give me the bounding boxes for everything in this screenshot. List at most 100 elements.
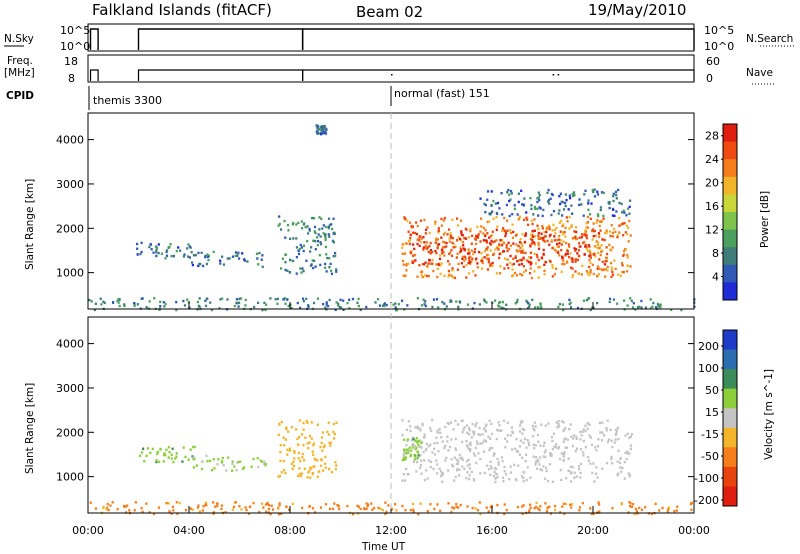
- heat-cell-6: [508, 199, 511, 203]
- heat-cell-7: [533, 306, 537, 309]
- heat-cell-2: [334, 467, 337, 471]
- heat-cell-3: [410, 439, 414, 442]
- heat-cell-5: [224, 511, 227, 514]
- heat-cell-2: [302, 443, 305, 447]
- heat-cell-5: [578, 506, 582, 509]
- heat-cell-1: [234, 251, 238, 254]
- heat-cell-4: [518, 215, 522, 218]
- heat-cell-5: [533, 507, 536, 510]
- heat-cell-7: [416, 297, 419, 300]
- heat-cell-7: [93, 308, 96, 312]
- heat-cell-4: [511, 223, 514, 226]
- heat-cell-4: [405, 242, 408, 245]
- heat-cell-5: [521, 505, 524, 508]
- heat-cell-7: [162, 300, 165, 304]
- heat-cell-4: [446, 259, 450, 263]
- heat-cell-4: [404, 242, 407, 245]
- heat-cell-4: [502, 241, 506, 244]
- heat-cell-5: [201, 509, 205, 512]
- heat-cell-6: [547, 200, 550, 203]
- heat-cell-5: [537, 231, 540, 235]
- heat-cell-3: [466, 464, 470, 467]
- heat-cell-4: [420, 237, 423, 240]
- heat-cell-5: [379, 507, 382, 511]
- heat-cell-6: [533, 205, 537, 209]
- heat-cell-5: [416, 238, 419, 241]
- heat-cell-4: [409, 453, 413, 457]
- heat-cell-4: [588, 273, 591, 277]
- heat-cell-4: [435, 251, 438, 255]
- heat-cell-3: [619, 456, 622, 460]
- heat-cell-5: [542, 252, 545, 256]
- heat-cell-7: [680, 308, 683, 312]
- heat-cell-4: [613, 227, 616, 231]
- heat-cell-7: [443, 302, 446, 305]
- heat-cell-1: [221, 255, 224, 258]
- heat-cell-4: [495, 272, 498, 275]
- cpid-mode-1: themis 3300: [93, 94, 162, 107]
- heat-cell-4: [421, 263, 424, 266]
- heat-cell-4: [602, 268, 606, 271]
- heat-cell-4: [480, 267, 484, 270]
- heat-cell-3: [546, 479, 550, 483]
- heat-cell-4: [563, 262, 566, 266]
- heat-cell-6: [537, 191, 540, 194]
- heat-cell-3: [529, 476, 532, 479]
- power-colorbar-frame: [722, 123, 738, 301]
- heat-cell-5: [395, 509, 398, 512]
- heat-cell-5: [106, 502, 109, 506]
- heat-cell-3: [465, 476, 468, 480]
- heat-cell-7: [103, 301, 106, 305]
- heat-cell-5: [301, 506, 304, 510]
- heat-cell-1: [212, 250, 215, 254]
- heat-cell-3: [550, 435, 554, 439]
- heat-cell-4: [598, 258, 601, 261]
- heat-cell-0: [167, 446, 170, 449]
- heat-cell-3: [513, 463, 516, 467]
- heat-cell-3: [611, 445, 614, 449]
- heat-cell-7: [497, 304, 500, 307]
- heat-cell-2: [329, 441, 332, 445]
- heat-cell-5: [597, 232, 601, 235]
- heat-cell-5: [370, 502, 373, 505]
- power-colorbar-label: Power [dB]: [759, 191, 771, 248]
- heat-cell-7: [337, 304, 340, 307]
- heat-cell-5: [527, 510, 531, 514]
- heat-cell-3: [468, 449, 472, 453]
- heat-cell-4: [526, 218, 529, 221]
- heat-cell-2: [306, 239, 309, 243]
- heat-cell-3: [537, 440, 540, 444]
- heat-cell-3: [472, 433, 475, 436]
- heat-cell-3: [472, 479, 476, 482]
- heat-cell-6: [628, 205, 631, 209]
- heat-cell-2: [305, 419, 308, 423]
- heat-cell-5: [634, 507, 637, 511]
- heat-cell-5: [597, 503, 601, 506]
- heat-cell-5: [604, 259, 607, 263]
- heat-cell-3: [597, 438, 600, 441]
- heat-cell-4: [545, 226, 549, 230]
- heat-cell-3: [468, 467, 472, 470]
- heat-cell-7: [383, 302, 387, 305]
- heat-cell-4: [412, 437, 415, 441]
- heat-cell-4: [604, 275, 607, 278]
- heat-cell-5: [467, 261, 470, 265]
- heat-cell-5: [563, 512, 566, 515]
- heat-cell-4: [571, 267, 574, 270]
- heat-cell-4: [533, 270, 536, 273]
- heat-cell-5: [145, 502, 148, 505]
- heat-cell-1: [205, 454, 208, 457]
- heat-cell-2: [300, 226, 304, 230]
- heat-cell-7: [514, 302, 517, 305]
- heat-cell-4: [541, 224, 544, 228]
- heat-cell-4: [405, 448, 408, 451]
- heat-cell-4: [410, 226, 413, 229]
- heat-cell-3: [567, 469, 570, 472]
- heat-cell-3: [476, 442, 479, 446]
- heat-cell-2: [292, 460, 295, 463]
- heat-cell-2: [308, 229, 311, 232]
- heat-cell-2: [290, 425, 293, 429]
- heat-cell-3: [575, 435, 578, 438]
- heat-cell-4: [604, 268, 607, 271]
- heat-cell-4: [408, 221, 412, 224]
